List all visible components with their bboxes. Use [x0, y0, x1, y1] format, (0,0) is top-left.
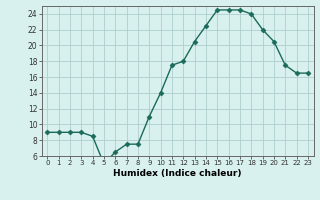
X-axis label: Humidex (Indice chaleur): Humidex (Indice chaleur)	[113, 169, 242, 178]
